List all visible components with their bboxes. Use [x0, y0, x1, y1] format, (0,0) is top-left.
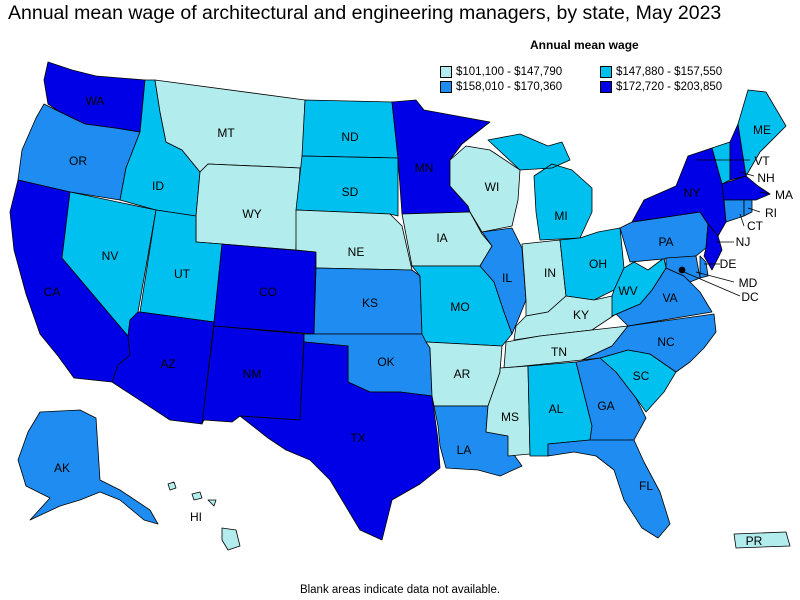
label-DE: DE	[720, 257, 737, 271]
label-NC: NC	[657, 335, 675, 349]
state-HI[interactable]	[167, 481, 241, 551]
state-MI[interactable]	[487, 133, 593, 241]
legend-item-3: $158,010 - $170,360	[440, 81, 600, 93]
label-MI: MI	[554, 209, 567, 223]
label-NH: NH	[757, 171, 774, 185]
label-TN: TN	[551, 345, 567, 359]
state-SD[interactable]	[295, 155, 399, 217]
label-WY: WY	[242, 207, 261, 221]
label-AL: AL	[549, 402, 564, 416]
label-AK: AK	[54, 461, 70, 475]
label-MS: MS	[501, 410, 519, 424]
label-NE: NE	[348, 245, 365, 259]
label-IN: IN	[544, 266, 556, 280]
label-ID: ID	[152, 179, 164, 193]
legend-swatch-2	[600, 66, 612, 78]
state-FL[interactable]	[547, 439, 671, 539]
legend-title: Annual mean wage	[530, 38, 639, 52]
legend-swatch-1	[440, 66, 452, 78]
label-ND: ND	[341, 130, 359, 144]
footnote: Blank areas indicate data not available.	[299, 584, 501, 596]
label-LA: LA	[457, 443, 472, 457]
label-PR: PR	[746, 534, 763, 548]
state-NC[interactable]	[581, 313, 717, 373]
legend-label-1: $101,100 - $147,790	[456, 66, 563, 78]
label-MD: MD	[739, 276, 758, 290]
label-CO: CO	[259, 285, 277, 299]
legend-swatch-4	[600, 81, 612, 93]
legend-item-4: $172,720 - $203,850	[600, 81, 750, 93]
state-IL[interactable]	[479, 227, 527, 335]
legend-item-2: $147,880 - $157,550	[600, 66, 750, 78]
label-OK: OK	[377, 355, 394, 369]
label-KS: KS	[362, 296, 378, 310]
label-MN: MN	[415, 161, 434, 175]
state-NJ[interactable]	[703, 223, 723, 271]
legend: Annual mean wage $101,100 - $147,790 $14…	[440, 38, 740, 93]
label-VA: VA	[662, 291, 677, 305]
label-MO: MO	[450, 300, 469, 314]
label-MT: MT	[217, 126, 235, 140]
label-NV: NV	[102, 249, 119, 263]
label-KY: KY	[573, 308, 589, 322]
legend-item-1: $101,100 - $147,790	[440, 66, 600, 78]
state-DC[interactable]	[678, 266, 686, 274]
state-ND[interactable]	[301, 99, 399, 159]
label-RI: RI	[765, 206, 777, 220]
label-NJ: NJ	[736, 235, 751, 249]
label-WV: WV	[618, 284, 637, 298]
label-WI: WI	[485, 180, 500, 194]
legend-label-2: $147,880 - $157,550	[616, 66, 723, 78]
label-SC: SC	[633, 369, 650, 383]
label-NY: NY	[684, 186, 701, 200]
label-CA: CA	[44, 285, 61, 299]
state-AK[interactable]	[17, 409, 159, 525]
label-OH: OH	[589, 257, 607, 271]
label-TX: TX	[350, 431, 365, 445]
label-WA: WA	[86, 94, 105, 108]
label-IL: IL	[502, 271, 512, 285]
label-AR: AR	[454, 367, 471, 381]
state-PR[interactable]	[733, 531, 791, 549]
label-FL: FL	[639, 479, 653, 493]
label-PA: PA	[658, 235, 673, 249]
label-ME: ME	[753, 123, 771, 137]
label-IA: IA	[436, 231, 447, 245]
label-HI: HI	[190, 510, 202, 524]
label-DC: DC	[741, 290, 759, 304]
label-SD: SD	[342, 185, 359, 199]
legend-label-3: $158,010 - $170,360	[456, 81, 563, 93]
label-CT: CT	[747, 219, 764, 233]
state-TX[interactable]	[239, 341, 441, 541]
legend-swatch-3	[440, 81, 452, 93]
legend-label-4: $172,720 - $203,850	[616, 81, 723, 93]
label-MA: MA	[775, 188, 793, 202]
label-NM: NM	[243, 367, 262, 381]
map-title: Annual mean wage of architectural and en…	[8, 2, 722, 24]
state-WI[interactable]	[449, 145, 521, 233]
state-DE[interactable]	[699, 255, 709, 279]
label-OR: OR	[69, 154, 87, 168]
label-AZ: AZ	[160, 357, 175, 371]
label-UT: UT	[174, 267, 191, 281]
label-GA: GA	[597, 399, 614, 413]
state-CT[interactable]	[723, 199, 745, 223]
label-VT: VT	[754, 154, 770, 168]
